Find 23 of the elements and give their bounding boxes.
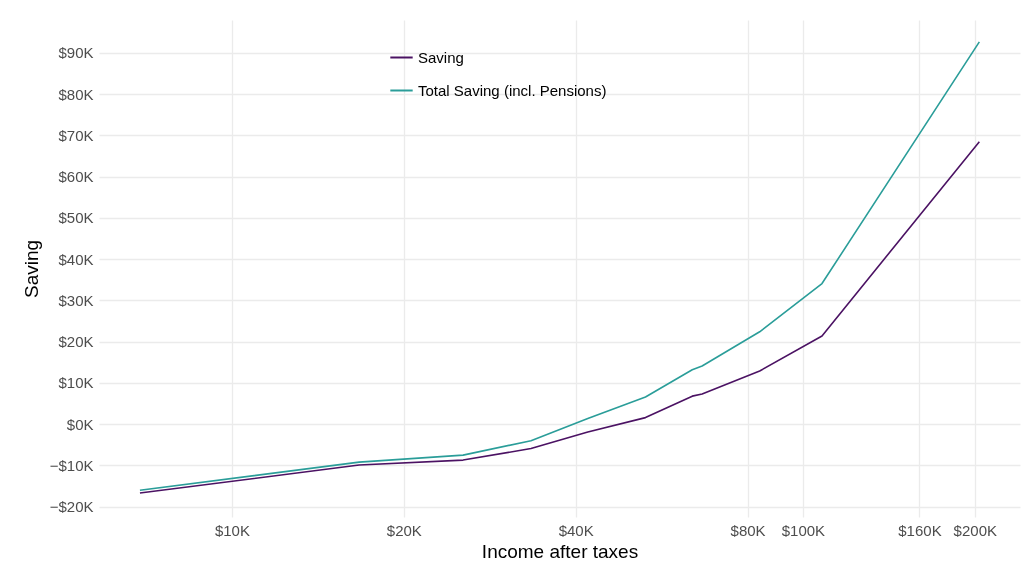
y-tick-label: $40K — [58, 250, 94, 268]
x-tick-label: $40K — [558, 521, 594, 539]
y-tick-label: $70K — [58, 126, 94, 144]
x-tick-label: $20K — [386, 521, 422, 539]
y-tick-label: $30K — [58, 291, 94, 309]
y-axis-title: Saving — [20, 239, 42, 299]
y-tick-label: $50K — [58, 209, 94, 227]
y-tick-label: $0K — [66, 415, 94, 433]
y-tick-label: $60K — [58, 168, 94, 186]
x-tick-label: $160K — [898, 521, 942, 539]
legend-label: Saving — [418, 48, 464, 66]
x-tick-label: $80K — [730, 521, 766, 539]
y-tick-label: −$20K — [49, 498, 94, 516]
y-tick-label: $10K — [58, 374, 94, 392]
y-tick-label: $80K — [58, 85, 94, 103]
y-tick-label: $90K — [58, 44, 94, 62]
y-tick-label: −$10K — [49, 456, 94, 474]
x-tick-label: $200K — [953, 521, 997, 539]
x-axis-title: Income after taxes — [481, 540, 639, 562]
legend-label: Total Saving (incl. Pensions) — [418, 81, 607, 99]
x-tick-label: $10K — [214, 521, 250, 539]
x-tick-label: $100K — [781, 521, 826, 539]
y-tick-label: $20K — [58, 333, 94, 351]
